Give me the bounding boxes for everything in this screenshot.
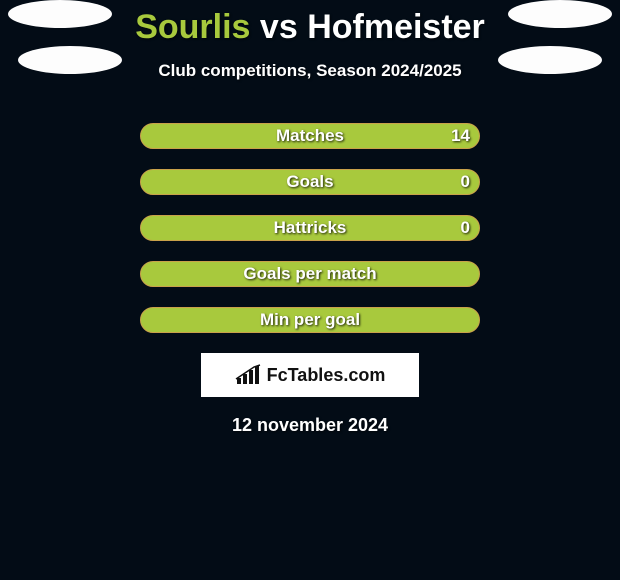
decorative-ellipse [508,0,612,28]
bar-track [140,261,480,287]
brand-box: FcTables.com [201,353,419,397]
bar-track [140,307,480,333]
bar-track [140,123,480,149]
decorative-ellipse [498,46,602,74]
brand-text: FcTables.com [267,365,386,386]
stat-row: Matches 14 [0,123,620,149]
player1-name: Sourlis [135,8,250,46]
decorative-ellipse [18,46,122,74]
decorative-ellipse [8,0,112,28]
player2-name: Hofmeister [307,8,485,46]
bar-track [140,169,480,195]
comparison-rows: Matches 14 Goals 0 Hattricks 0 Goals per… [0,123,620,333]
date-text: 12 november 2024 [0,415,620,436]
vs-text: vs [260,8,298,46]
stat-row: Goals per match [0,261,620,287]
stat-value-right: 0 [461,215,470,241]
stat-row: Hattricks 0 [0,215,620,241]
stat-row: Goals 0 [0,169,620,195]
bar-chart-icon [235,364,261,386]
bar-track [140,215,480,241]
stat-value-right: 14 [451,123,470,149]
stat-row: Min per goal [0,307,620,333]
stat-value-right: 0 [461,169,470,195]
